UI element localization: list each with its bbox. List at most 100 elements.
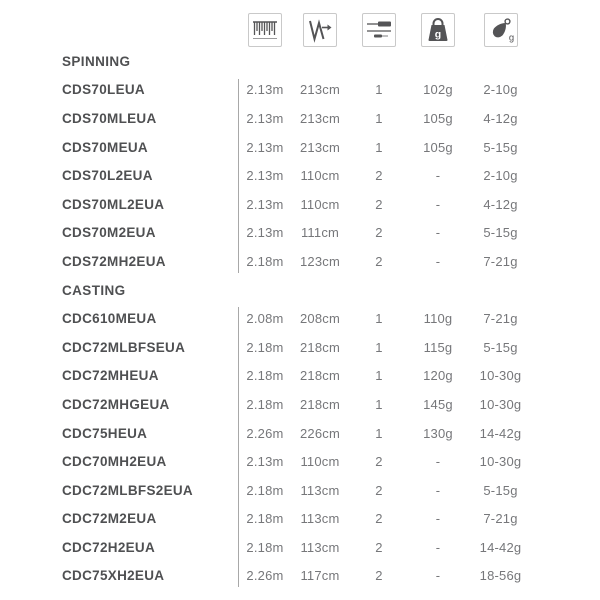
length-cm-value: 113cm	[300, 539, 340, 555]
length-m-value: 2.08m	[246, 311, 284, 327]
sections-value: 2	[375, 168, 383, 184]
cast-weight-value: 7-21g	[483, 253, 518, 269]
length-cm-value: 218cm	[299, 368, 341, 384]
cast-weight-value: 14-42g	[479, 425, 522, 441]
cast-weight-value: 10-30g	[479, 396, 522, 412]
weight-value: -	[435, 196, 441, 212]
table-row: CDS72MH2EUA 2.18m 123cm 2 - 7-21g	[62, 247, 535, 276]
model-name: CDC72MHEUA	[62, 368, 159, 384]
model-name: CDC72MLBFSEUA	[62, 339, 186, 355]
length-m-value: 2.18m	[246, 368, 284, 384]
table-row: CDC72MHEUA 2.18m 218cm 1 120g 10-30g	[62, 362, 535, 391]
cast-weight-value: 7-21g	[483, 511, 518, 527]
cast-weight-value: 5-15g	[483, 225, 518, 241]
casting-weight-icon: g	[483, 13, 518, 47]
svg-text:g: g	[508, 33, 513, 44]
weight-value: -	[435, 454, 441, 470]
length-m-value: 2.13m	[246, 82, 284, 98]
rod-weight-icon: g	[421, 13, 455, 47]
model-name: CDC72M2EUA	[62, 511, 157, 527]
weight-value: 105g	[423, 110, 453, 126]
model-name: CDC72MLBFS2EUA	[62, 482, 193, 498]
weight-value: 130g	[423, 425, 453, 441]
length-cm-value: 111cm	[300, 225, 340, 241]
sections-value: 1	[375, 82, 383, 98]
weight-value: -	[435, 539, 441, 555]
sections-value: 2	[375, 482, 383, 498]
model-name: CDC70MH2EUA	[62, 454, 167, 470]
length-cm-value: 213cm	[299, 139, 341, 155]
model-name: CDC75HEUA	[62, 425, 148, 441]
svg-text:g: g	[435, 29, 441, 41]
cast-weight-value: 2-10g	[483, 168, 518, 184]
cast-weight-value: 10-30g	[479, 368, 522, 384]
table-row: CDS70MEUA 2.13m 213cm 1 105g 5-15g	[62, 133, 535, 162]
sections-value: 2	[375, 225, 383, 241]
length-cm-value: 113cm	[300, 482, 340, 498]
sections-value: 2	[375, 539, 383, 555]
model-name: CDC72MHGEUA	[62, 396, 170, 412]
sections-value: 1	[375, 339, 383, 355]
length-m-value: 2.26m	[246, 568, 284, 584]
sections-value: 2	[375, 511, 383, 527]
cast-weight-value: 4-12g	[483, 110, 518, 126]
weight-value: -	[435, 253, 441, 269]
length-m-value: 2.18m	[246, 482, 284, 498]
sections-value: 2	[375, 454, 383, 470]
weight-value: 145g	[423, 396, 453, 412]
weight-value: -	[435, 482, 441, 498]
length-cm-value: 208cm	[299, 311, 341, 327]
table-row: CDC72MLBFS2EUA 2.18m 113cm 2 - 5-15g	[62, 476, 535, 505]
cast-weight-value: 2-10g	[483, 82, 518, 98]
model-name: CDS70MLEUA	[62, 110, 157, 126]
length-cm-value: 110cm	[300, 454, 340, 470]
cast-weight-value: 5-15g	[483, 339, 518, 355]
length-cm-value: 218cm	[299, 396, 341, 412]
length-m-value: 2.18m	[246, 511, 284, 527]
length-m-value: 2.18m	[246, 253, 284, 269]
table-row: CDC75HEUA 2.26m 226cm 1 130g 14-42g	[62, 419, 535, 448]
length-m-value: 2.18m	[246, 339, 284, 355]
table-row: CDC610MEUA 2.08m 208cm 1 110g 7-21g	[62, 304, 535, 333]
cast-weight-value: 5-15g	[483, 139, 518, 155]
cast-weight-value: 7-21g	[483, 311, 518, 327]
table-row: CDS70M2EUA 2.13m 111cm 2 - 5-15g	[62, 219, 535, 248]
length-cm-value: 123cm	[299, 253, 341, 269]
weight-value: 102g	[423, 82, 453, 98]
length-cm-value: 117cm	[300, 568, 340, 584]
weight-value: -	[435, 168, 441, 184]
weight-value: 115g	[423, 339, 453, 355]
table-row: CDC75XH2EUA 2.26m 117cm 2 - 18-56g	[62, 562, 535, 591]
cast-weight-value: 10-30g	[479, 454, 522, 470]
cast-weight-value: 14-42g	[479, 539, 522, 555]
length-cm-value: 213cm	[299, 110, 341, 126]
length-m-value: 2.13m	[246, 225, 284, 241]
length-cm-value: 218cm	[299, 339, 341, 355]
sections-value: 2	[375, 568, 383, 584]
sections-value: 1	[375, 425, 383, 441]
sections-value: 2	[375, 253, 383, 269]
table-row: CDS70MLEUA 2.13m 213cm 1 105g 4-12g	[62, 104, 535, 133]
sections-value: 2	[375, 196, 383, 212]
length-m-value: 2.13m	[246, 168, 284, 184]
model-name: CDS72MH2EUA	[62, 253, 166, 269]
table-row: CDC72MHGEUA 2.18m 218cm 1 145g 10-30g	[62, 390, 535, 419]
table-row: CDC72M2EUA 2.18m 113cm 2 - 7-21g	[62, 505, 535, 534]
length-m-value: 2.13m	[246, 110, 284, 126]
length-cm-value: 213cm	[299, 82, 341, 98]
table-row: CDS70L2EUA 2.13m 110cm 2 - 2-10g	[62, 161, 535, 190]
weight-value: -	[435, 511, 441, 527]
sections-value: 1	[375, 368, 383, 384]
model-name: CDS70LEUA	[62, 82, 145, 98]
folded-length-icon	[303, 13, 337, 47]
section-rows: CDS70LEUA 2.13m 213cm 1 102g 2-10g CDS70…	[62, 76, 535, 276]
length-m-value: 2.26m	[246, 425, 284, 441]
table-section: CASTING CDC610MEUA 2.08m 208cm 1 110g 7-…	[62, 276, 535, 591]
section-label: SPINNING	[62, 53, 131, 69]
cast-weight-value: 5-15g	[483, 482, 518, 498]
model-name: CDS70MEUA	[62, 139, 148, 155]
table-section: SPINNING CDS70LEUA 2.13m 213cm 1 102g 2-…	[62, 47, 535, 276]
sections-value: 1	[375, 139, 383, 155]
rod-spec-table: g g SPINNING CDS70	[62, 13, 535, 590]
